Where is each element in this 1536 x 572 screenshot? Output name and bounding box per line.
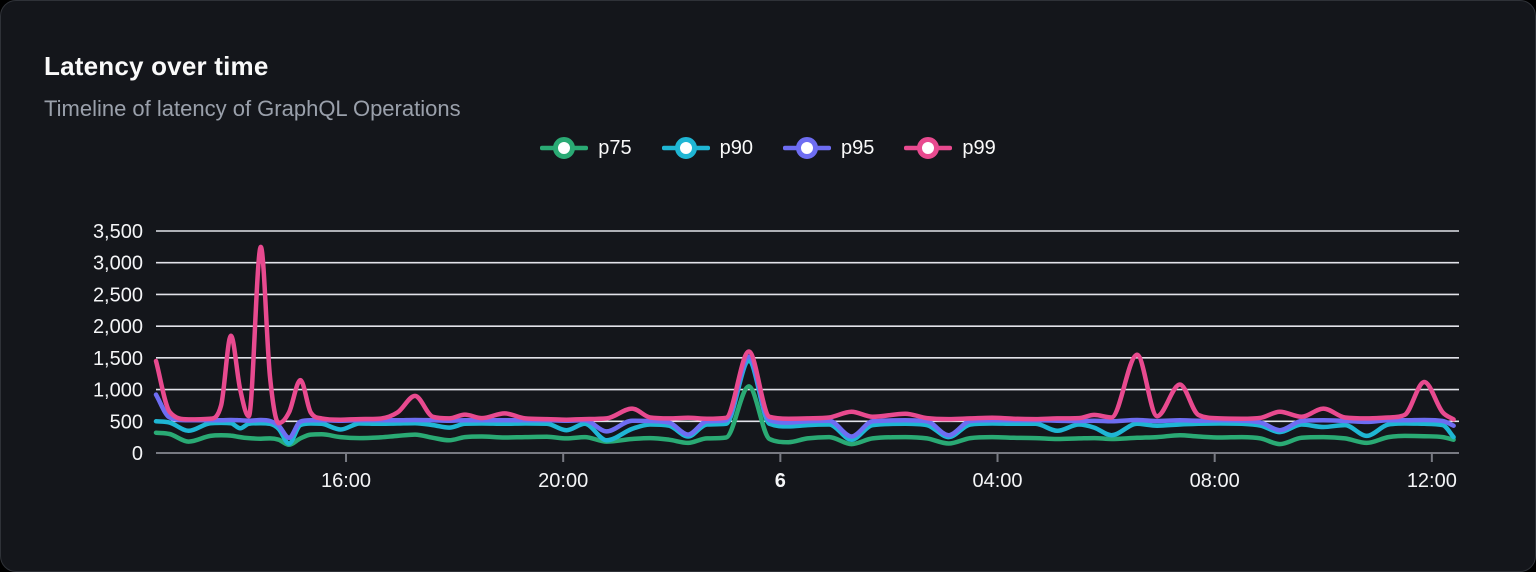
- y-tick-label: 500: [110, 411, 143, 433]
- x-tick-label: 6: [775, 470, 786, 492]
- chart-subtitle: Timeline of latency of GraphQL Operation…: [44, 96, 461, 121]
- chart-legend: p75 p90 p95 p99: [1, 135, 1535, 161]
- series-line-p99: [153, 244, 1456, 426]
- y-tick-label: 1,000: [93, 380, 143, 402]
- x-tick-label: 16:00: [321, 470, 371, 492]
- legend-marker-icon: [904, 137, 953, 159]
- chart-title: Latency over time: [44, 51, 269, 81]
- x-tick-label: 08:00: [1190, 470, 1240, 492]
- legend-item-p95[interactable]: p95: [783, 135, 874, 161]
- y-tick-label: 2,000: [93, 316, 143, 338]
- series-line-p90: [153, 358, 1456, 446]
- y-tick-label: 3,500: [93, 221, 143, 243]
- y-tick-label: 0: [132, 443, 143, 465]
- legend-item-p99[interactable]: p99: [904, 135, 996, 161]
- legend-marker-icon: [540, 137, 589, 159]
- legend-marker-icon: [661, 137, 710, 159]
- legend-item-p90[interactable]: p90: [661, 135, 753, 161]
- legend-label: p75: [598, 136, 632, 159]
- y-tick-label: 2,500: [93, 284, 143, 306]
- y-tick-label: 1,500: [93, 348, 143, 370]
- legend-label: p90: [719, 136, 753, 159]
- y-tick-label: 3,000: [93, 253, 143, 275]
- legend-item-p75[interactable]: p75: [540, 135, 632, 161]
- x-tick-label: 20:00: [538, 470, 588, 492]
- x-tick-label: 04:00: [972, 470, 1022, 492]
- legend-label: p99: [962, 136, 996, 159]
- series-line-p75: [153, 384, 1456, 448]
- legend-label: p95: [841, 136, 875, 159]
- x-tick-label: 12:00: [1407, 470, 1457, 492]
- legend-marker-icon: [783, 137, 831, 159]
